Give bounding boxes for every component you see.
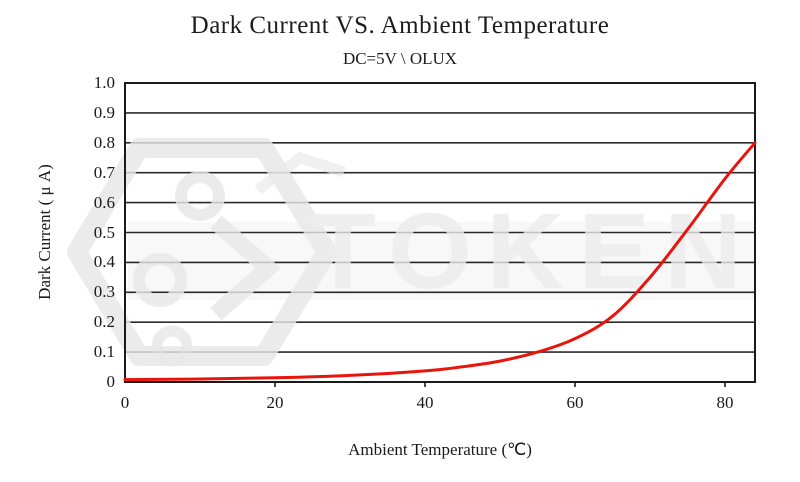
y-tick-label: 0.6 xyxy=(93,193,115,212)
plot-border xyxy=(124,82,756,383)
y-tick-label: 0.8 xyxy=(93,133,115,152)
watermark-text: TOKEN xyxy=(310,190,756,311)
y-tick-label: 1.0 xyxy=(93,73,115,92)
x-axis-title: Ambient Temperature (℃) xyxy=(348,440,532,459)
y-tick-label: 0 xyxy=(106,372,116,391)
x-tick-label: 40 xyxy=(416,393,434,412)
chart-title: Dark Current VS. Ambient Temperature xyxy=(190,12,610,39)
x-tick-label: 80 xyxy=(716,393,734,412)
chart-subtitle: DC=5V \ OLUX xyxy=(342,49,458,68)
dark-current-curve xyxy=(123,141,757,382)
y-tick-label: 0.9 xyxy=(93,103,115,122)
y-tick-label: 0.3 xyxy=(93,282,115,301)
x-tick-label: 0 xyxy=(120,393,130,412)
x-tick-label: 60 xyxy=(566,393,584,412)
y-tick-label: 0.1 xyxy=(93,342,115,361)
y-tick-label: 0.4 xyxy=(93,252,115,271)
token-hexagon-logo-icon xyxy=(67,138,346,367)
y-tick-label: 0.7 xyxy=(93,163,115,182)
axis-ticks xyxy=(274,382,726,387)
token-watermark: TOKEN xyxy=(67,138,756,367)
x-tick-label: 20 xyxy=(266,393,284,412)
y-tick-label: 0.5 xyxy=(93,223,115,242)
y-tick-label: 0.2 xyxy=(93,312,115,331)
